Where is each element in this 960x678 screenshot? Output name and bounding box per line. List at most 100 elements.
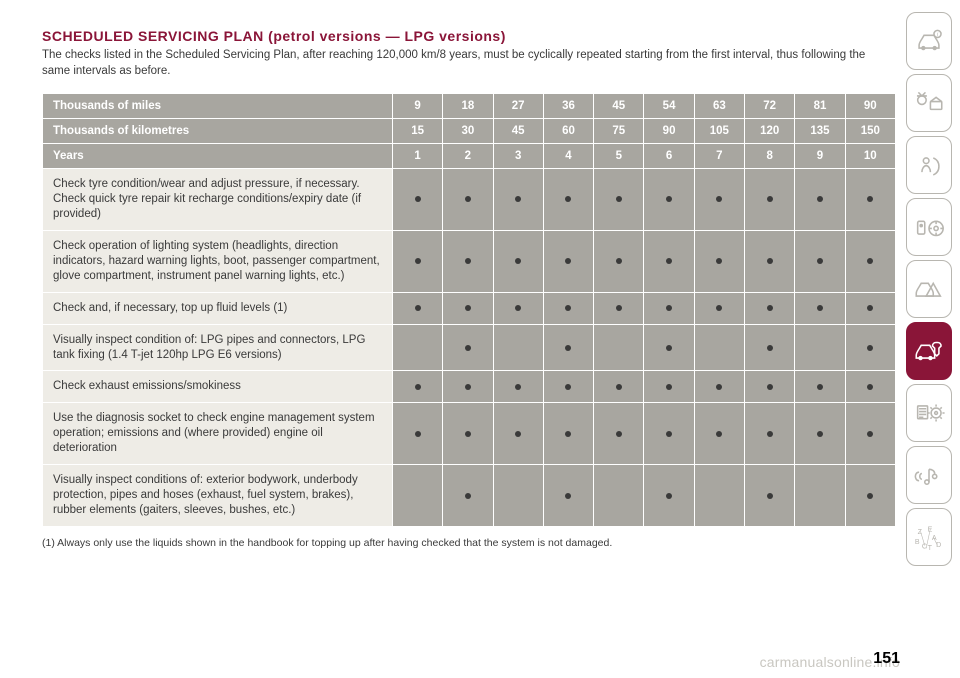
table-row-cell (443, 371, 493, 403)
bullet-icon (767, 196, 773, 202)
table-row-cell (694, 371, 744, 403)
table-header-cell: 6 (644, 144, 694, 169)
bullet-icon (565, 345, 571, 351)
table-row-cell (493, 230, 543, 292)
table-row-cell (795, 403, 845, 465)
table-row-cell (644, 403, 694, 465)
bullet-icon (666, 345, 672, 351)
table-row-cell (443, 169, 493, 231)
table-row-cell (543, 324, 593, 371)
bullet-icon (716, 196, 722, 202)
chapter-icon-multimedia[interactable] (906, 446, 952, 504)
table-header-cell: 10 (845, 144, 895, 169)
table-row-cell (745, 324, 795, 371)
table-row-cell (594, 371, 644, 403)
table-header-cell: 4 (543, 144, 593, 169)
table-row-label: Use the diagnosis socket to check engine… (43, 403, 393, 465)
table-row-cell (493, 403, 543, 465)
bullet-icon (767, 493, 773, 499)
bullet-icon (767, 345, 773, 351)
bullet-icon (565, 431, 571, 437)
bullet-icon (767, 258, 773, 264)
table-header-cell: 2 (443, 144, 493, 169)
table-row-cell (644, 371, 694, 403)
bullet-icon (565, 493, 571, 499)
table-row-cell (644, 292, 694, 324)
bullet-icon (767, 384, 773, 390)
chapter-icon-safety[interactable] (906, 136, 952, 194)
table-row-cell (594, 324, 644, 371)
bullet-icon (867, 431, 873, 437)
table-row-cell (694, 230, 744, 292)
table-row-cell (694, 169, 744, 231)
table-header-cell: 75 (594, 119, 644, 144)
table-row-cell (392, 403, 442, 465)
chapter-icon-emergency[interactable] (906, 260, 952, 318)
chapter-icon-index[interactable]: Z E B A C D T (906, 508, 952, 566)
bullet-icon (817, 196, 823, 202)
table-header-label: Years (43, 144, 393, 169)
table-header-cell: 105 (694, 119, 744, 144)
bullet-icon (515, 384, 521, 390)
bullet-icon (515, 196, 521, 202)
table-header-cell: 15 (392, 119, 442, 144)
chapter-icon-servicing[interactable] (906, 322, 952, 380)
table-row-cell (443, 230, 493, 292)
table-header-cell: 90 (644, 119, 694, 144)
bullet-icon (867, 196, 873, 202)
table-header-cell: 45 (594, 94, 644, 119)
bullet-icon (465, 384, 471, 390)
svg-text:Z: Z (918, 528, 923, 536)
bullet-icon (415, 305, 421, 311)
bullet-icon (666, 431, 672, 437)
table-row-cell (543, 292, 593, 324)
chapter-icon-dashboard[interactable] (906, 74, 952, 132)
table-row-cell (443, 465, 493, 527)
table-row-cell (493, 292, 543, 324)
table-row-cell (493, 371, 543, 403)
table-row-cell (594, 292, 644, 324)
table-header-label: Thousands of kilometres (43, 119, 393, 144)
bullet-icon (616, 305, 622, 311)
bullet-icon (415, 196, 421, 202)
bullet-icon (867, 305, 873, 311)
table-row-cell (745, 230, 795, 292)
chapter-icon-technical[interactable] (906, 384, 952, 442)
table-row-cell (443, 292, 493, 324)
table-row-label: Check exhaust emissions/smokiness (43, 371, 393, 403)
table-header-cell: 18 (443, 94, 493, 119)
table-header-cell: 120 (745, 119, 795, 144)
bullet-icon (666, 384, 672, 390)
table-row-cell (694, 292, 744, 324)
table-header-cell: 27 (493, 94, 543, 119)
bullet-icon (565, 196, 571, 202)
table-row-label: Check operation of lighting system (head… (43, 230, 393, 292)
bullet-icon (415, 384, 421, 390)
table-row-cell (392, 465, 442, 527)
svg-text:B: B (915, 538, 920, 546)
table-header-label: Thousands of miles (43, 94, 393, 119)
bullet-icon (515, 258, 521, 264)
table-row-cell (745, 292, 795, 324)
bullet-icon (666, 258, 672, 264)
bullet-icon (415, 431, 421, 437)
table-row-cell (594, 465, 644, 527)
bullet-icon (616, 384, 622, 390)
svg-text:T: T (928, 544, 933, 552)
bullet-icon (817, 384, 823, 390)
table-header-cell: 54 (644, 94, 694, 119)
chapter-icon-knowing-car[interactable]: i (906, 12, 952, 70)
table-header-cell: 81 (795, 94, 845, 119)
bullet-icon (616, 196, 622, 202)
bullet-icon (465, 345, 471, 351)
table-row-cell (845, 371, 895, 403)
table-header-cell: 90 (845, 94, 895, 119)
table-row-cell (543, 230, 593, 292)
table-row-cell (493, 169, 543, 231)
table-row-cell (845, 292, 895, 324)
bullet-icon (515, 431, 521, 437)
chapter-icon-starting[interactable] (906, 198, 952, 256)
table-header-cell: 150 (845, 119, 895, 144)
table-row-cell (594, 169, 644, 231)
table-row-cell (694, 403, 744, 465)
